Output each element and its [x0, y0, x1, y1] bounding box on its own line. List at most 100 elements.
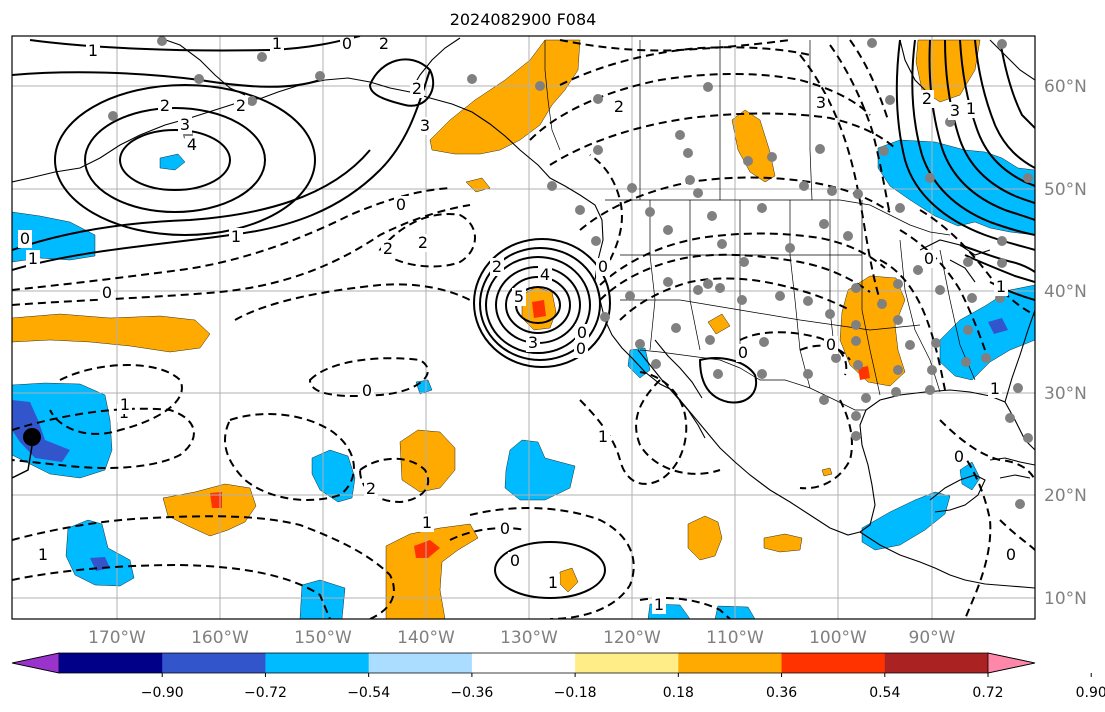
- contour-label: 3: [420, 116, 430, 135]
- strong-positive-region: [858, 366, 870, 380]
- positive-anomaly-region: [763, 533, 803, 553]
- contour-label: 4: [540, 265, 550, 284]
- contour-label: 1: [598, 427, 608, 446]
- colorbar-tick-label: −0.36: [450, 685, 493, 701]
- positive-anomaly-region: [385, 523, 479, 619]
- storm-marker: [23, 428, 41, 446]
- contour-label: 0: [954, 447, 964, 466]
- colorbar-segment: [162, 653, 266, 673]
- contour-label: 0: [362, 381, 372, 400]
- colorbar-segment: [781, 653, 886, 673]
- positive-anomaly-region: [12, 313, 211, 353]
- contour-label: 2: [366, 479, 376, 498]
- colorbar-tick-label: 0.90: [1076, 685, 1105, 701]
- contour-label: 1: [28, 249, 38, 268]
- colorbar-tick-label: 0.36: [766, 685, 797, 701]
- contour-label: 0: [826, 335, 836, 354]
- contour-label: 2: [492, 257, 502, 276]
- contour-label: 1: [120, 395, 130, 414]
- colorbar-tick-label: −0.72: [244, 685, 287, 701]
- contour-label: 0: [577, 323, 587, 342]
- solid-contours: [12, 36, 1035, 599]
- contour-label: 2: [379, 34, 389, 53]
- lat-label-60n: 60°N: [1044, 77, 1087, 97]
- lon-label-150w: 150°W: [294, 628, 352, 648]
- contour-label: 2: [418, 233, 428, 252]
- contour-label: 1: [654, 595, 664, 614]
- contour-label: 3: [528, 333, 538, 352]
- contour-label: 2: [614, 97, 624, 116]
- colorbar-segment: [678, 653, 783, 673]
- colorbar-tick-label: 0.18: [663, 685, 694, 701]
- colorbar-extension-low: [11, 652, 60, 674]
- contour-label: 0: [510, 551, 520, 570]
- contour-label: 0: [102, 283, 112, 302]
- map-plot-area: 1 1 2 2 2 3 3 4 2 1 0 0 1 1 0 0 2 2 4 5 …: [12, 34, 1035, 619]
- positive-anomaly-region: [429, 39, 581, 155]
- lat-label-40n: 40°N: [1044, 282, 1087, 302]
- colorbar-tick-label: 0.72: [972, 685, 1003, 701]
- contour-label: 3: [950, 101, 960, 120]
- negative-anomaly-region: [504, 439, 576, 501]
- contour-labels: 1 1 2 2 2 3 3 4 2 1 0 0 1 1 0 0 2 2 4 5 …: [18, 34, 1018, 614]
- map-title: 2024082900 F084: [450, 10, 597, 29]
- contour-label: 0: [738, 343, 748, 362]
- lon-label-100w: 100°W: [809, 628, 867, 648]
- contour-label: 2: [236, 96, 246, 115]
- contour-label: 0: [1006, 545, 1016, 564]
- negative-anomaly-region: [877, 139, 1035, 236]
- contour-label: 1: [996, 277, 1006, 296]
- colorbar-tick-label: −0.90: [141, 685, 184, 701]
- contour-label: 1: [966, 99, 976, 118]
- contour-label: 2: [412, 79, 422, 98]
- colorbar-tick-label: −0.54: [347, 685, 390, 701]
- contour-label: 1: [422, 513, 432, 532]
- lat-label-10n: 10°N: [1044, 589, 1087, 609]
- strong-positive-region: [414, 540, 440, 558]
- colorbar-segment: [575, 653, 679, 673]
- lat-label-20n: 20°N: [1044, 486, 1087, 506]
- contour-label: 4: [187, 135, 197, 154]
- contour-label: 0: [396, 195, 406, 214]
- contour-label: 2: [383, 239, 393, 258]
- positive-anomaly-region: [399, 429, 456, 493]
- colorbar-segment: [884, 653, 989, 673]
- contour-label: 1: [548, 573, 558, 592]
- lon-label-120w: 120°W: [603, 628, 661, 648]
- positive-anomaly-region: [821, 467, 833, 477]
- contour-label: 0: [576, 339, 586, 358]
- lat-label-50n: 50°N: [1044, 180, 1087, 200]
- colorbar-segment: [59, 653, 163, 673]
- contour-label: 1: [272, 34, 282, 53]
- colorbar-extension-high: [987, 652, 1036, 674]
- negative-anomaly-region: [939, 284, 1035, 381]
- contour-label: 3: [180, 115, 190, 134]
- contour-label: 1: [990, 379, 1000, 398]
- contour-label: 0: [598, 257, 608, 276]
- strong-negative-region: [988, 318, 1008, 334]
- lon-label-160w: 160°W: [191, 628, 249, 648]
- lon-label-140w: 140°W: [397, 628, 455, 648]
- negative-anomaly-region: [159, 153, 186, 171]
- contour-label: 2: [160, 96, 170, 115]
- colorbar-tick-label: −0.18: [554, 685, 597, 701]
- longitude-labels: 170°W 160°W 150°W 140°W 130°W 120°W 110°…: [88, 628, 956, 648]
- contour-label: 5: [514, 287, 524, 306]
- contour-label: 1: [231, 227, 241, 246]
- contour-label: 0: [500, 519, 510, 538]
- contour-label: 3: [816, 93, 826, 112]
- lon-label-90w: 90°W: [909, 628, 956, 648]
- colorbar-segment: [471, 653, 576, 673]
- positive-anomaly-region: [687, 515, 723, 561]
- positive-anomaly-region: [839, 275, 906, 387]
- colorbar-tick-label: 0.54: [869, 685, 900, 701]
- strong-positive-region: [532, 300, 546, 318]
- contour-label: 2: [922, 89, 932, 108]
- colorbar-frame: [11, 652, 1036, 674]
- contour-label: 0: [924, 249, 934, 268]
- contour-label: 1: [38, 545, 48, 564]
- lon-label-130w: 130°W: [500, 628, 558, 648]
- positive-anomaly-region: [707, 313, 731, 335]
- latitude-labels: 60°N 50°N 40°N 30°N 20°N 10°N: [1044, 77, 1087, 609]
- negative-anomaly-region: [861, 491, 951, 551]
